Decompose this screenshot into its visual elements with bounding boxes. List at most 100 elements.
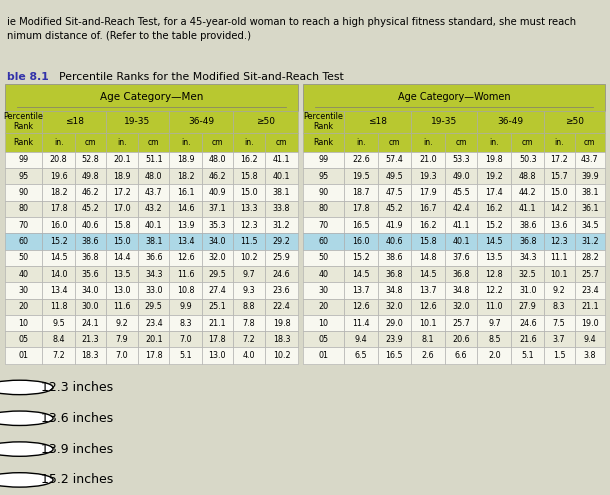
Text: 18.7: 18.7 <box>353 188 370 197</box>
Bar <box>544 266 575 282</box>
Bar <box>232 249 265 266</box>
Bar <box>75 249 106 266</box>
Bar <box>232 184 265 200</box>
Text: 12.6: 12.6 <box>353 302 370 311</box>
Text: 41.9: 41.9 <box>386 221 403 230</box>
Bar <box>445 249 477 266</box>
Bar <box>42 133 75 151</box>
Text: 01: 01 <box>318 351 328 360</box>
Circle shape <box>0 411 53 426</box>
Text: 13.4: 13.4 <box>50 286 67 295</box>
Bar <box>344 233 378 249</box>
Text: in.: in. <box>117 138 127 147</box>
Bar <box>303 84 605 111</box>
Bar <box>232 331 265 347</box>
Bar <box>106 233 138 249</box>
Text: 36.8: 36.8 <box>386 269 403 279</box>
Bar <box>202 133 232 151</box>
Text: in.: in. <box>356 138 366 147</box>
Text: 40.1: 40.1 <box>145 221 162 230</box>
Text: 38.1: 38.1 <box>273 188 290 197</box>
Bar <box>138 298 169 315</box>
Text: 15.0: 15.0 <box>113 237 131 246</box>
Text: in.: in. <box>423 138 432 147</box>
Bar <box>344 133 378 151</box>
Bar <box>138 168 169 184</box>
Bar <box>42 217 75 233</box>
Text: 10.1: 10.1 <box>550 269 568 279</box>
Text: 8.5: 8.5 <box>488 335 501 344</box>
Bar <box>378 133 411 151</box>
Text: 12.3: 12.3 <box>550 237 568 246</box>
Text: 13.9 inches: 13.9 inches <box>41 443 113 455</box>
Text: 15.7: 15.7 <box>550 172 568 181</box>
Text: 25.7: 25.7 <box>452 318 470 328</box>
Bar <box>106 184 138 200</box>
Text: 17.8: 17.8 <box>145 351 163 360</box>
Bar <box>75 347 106 364</box>
Text: in.: in. <box>490 138 499 147</box>
Text: 16.1: 16.1 <box>177 188 194 197</box>
Text: 38.6: 38.6 <box>82 237 99 246</box>
Text: cm: cm <box>276 138 287 147</box>
Text: 80: 80 <box>318 204 328 213</box>
Bar <box>42 151 75 168</box>
Text: 12.8: 12.8 <box>486 269 503 279</box>
Bar <box>232 282 265 298</box>
Text: 99: 99 <box>318 155 328 164</box>
Text: 19.6: 19.6 <box>50 172 67 181</box>
Bar <box>265 217 298 233</box>
Text: 11.5: 11.5 <box>240 237 258 246</box>
Bar <box>378 315 411 331</box>
Bar <box>511 200 544 217</box>
Text: 19-35: 19-35 <box>124 117 151 126</box>
Bar <box>575 233 605 249</box>
Text: 3.8: 3.8 <box>584 351 596 360</box>
Text: 12.2: 12.2 <box>486 286 503 295</box>
Bar <box>378 282 411 298</box>
Text: 15.8: 15.8 <box>419 237 437 246</box>
Text: 16.0: 16.0 <box>50 221 67 230</box>
Text: 41.1: 41.1 <box>273 155 290 164</box>
Text: 9.2: 9.2 <box>553 286 565 295</box>
Bar <box>232 111 298 133</box>
Text: 15.2: 15.2 <box>49 237 68 246</box>
Text: 8.8: 8.8 <box>243 302 255 311</box>
Text: 18.2: 18.2 <box>50 188 67 197</box>
Text: 05: 05 <box>18 335 29 344</box>
Text: 17.9: 17.9 <box>419 188 437 197</box>
Text: 19.2: 19.2 <box>486 172 503 181</box>
Text: 36-49: 36-49 <box>188 117 214 126</box>
Bar <box>411 184 445 200</box>
Text: 6.5: 6.5 <box>355 351 367 360</box>
Bar <box>265 315 298 331</box>
Bar <box>344 266 378 282</box>
Text: 7.0: 7.0 <box>179 335 192 344</box>
Text: 29.5: 29.5 <box>208 269 226 279</box>
Text: 14.0: 14.0 <box>50 269 67 279</box>
Bar <box>511 298 544 315</box>
Bar <box>303 266 344 282</box>
Text: 13.4: 13.4 <box>177 237 194 246</box>
Bar <box>169 200 202 217</box>
Bar <box>138 200 169 217</box>
Bar <box>138 233 169 249</box>
Bar <box>544 233 575 249</box>
Text: 34.3: 34.3 <box>519 253 536 262</box>
Text: 13.5: 13.5 <box>486 253 503 262</box>
Text: 19.8: 19.8 <box>486 155 503 164</box>
Bar <box>75 266 106 282</box>
Bar <box>575 184 605 200</box>
Text: 60: 60 <box>18 237 29 246</box>
Bar <box>232 133 265 151</box>
Text: 48.8: 48.8 <box>519 172 536 181</box>
Text: 15.8: 15.8 <box>240 172 258 181</box>
Text: 36-49: 36-49 <box>498 117 523 126</box>
Text: 12.6: 12.6 <box>177 253 195 262</box>
Text: 19.8: 19.8 <box>273 318 290 328</box>
Text: 27.9: 27.9 <box>518 302 537 311</box>
Text: 16.2: 16.2 <box>419 221 437 230</box>
Bar <box>575 249 605 266</box>
Bar <box>344 282 378 298</box>
Text: in.: in. <box>244 138 254 147</box>
